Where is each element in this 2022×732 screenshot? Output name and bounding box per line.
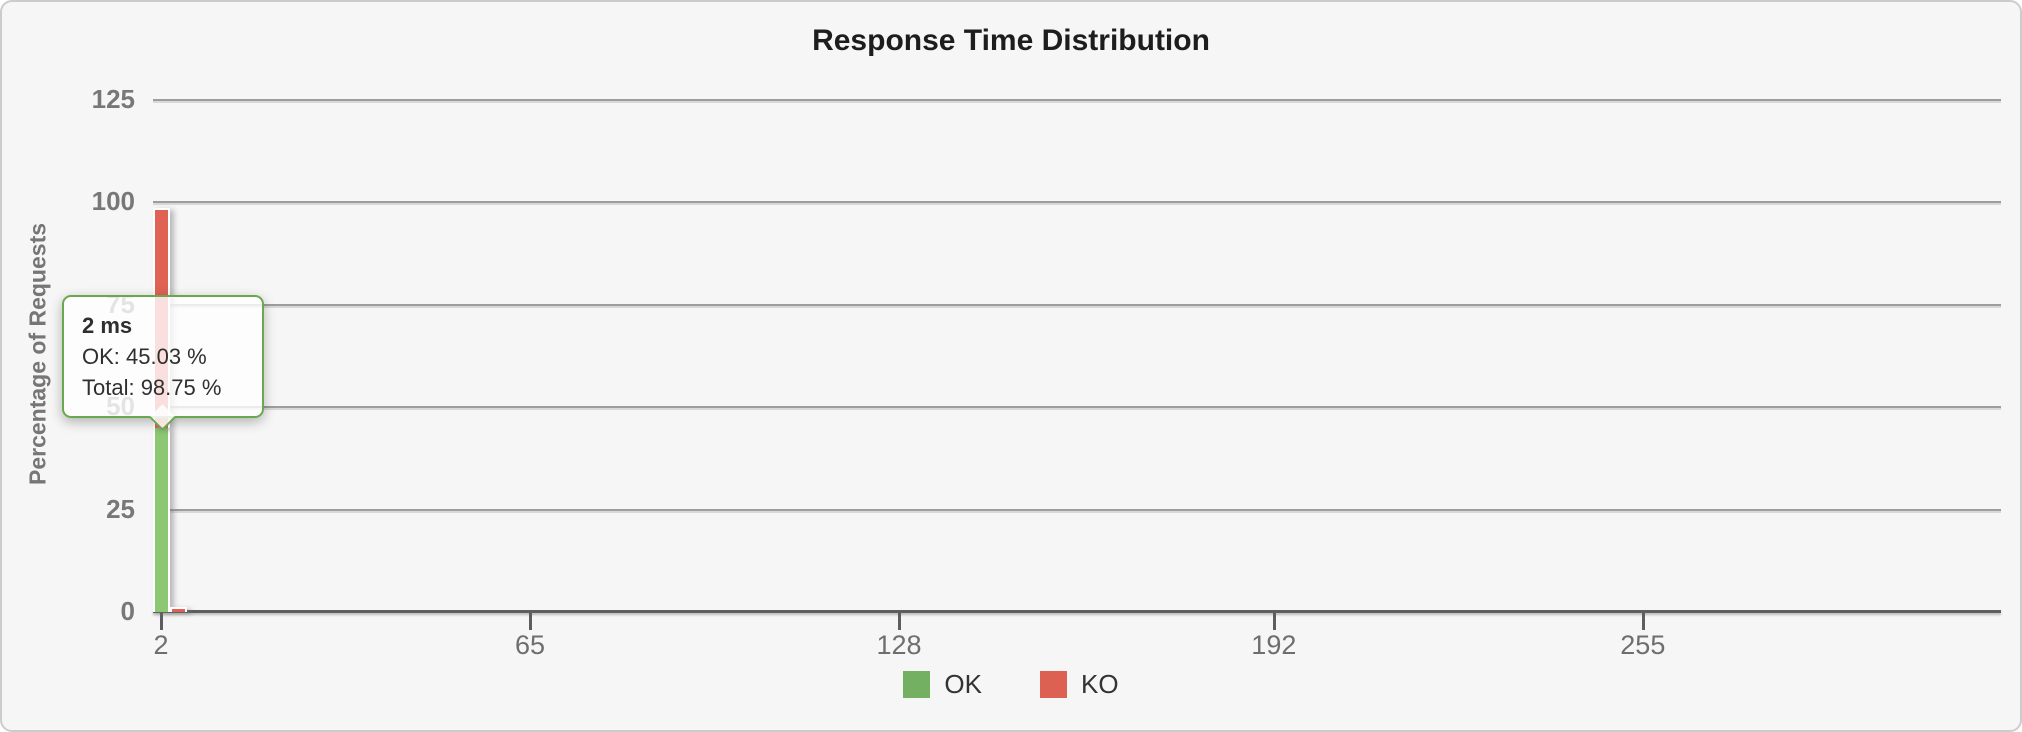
bar-ko-5ms[interactable] — [170, 606, 188, 612]
gridline-50 — [153, 406, 2001, 409]
chart-title: Response Time Distribution — [812, 24, 1210, 57]
ko-swatch-icon — [1040, 671, 1067, 698]
x-tick-mark-2 — [160, 612, 163, 630]
y-tick-label-25: 25 — [106, 493, 135, 524]
x-tick-label-2: 2 — [153, 630, 169, 660]
gridline-125 — [153, 99, 2001, 101]
x-tick-mark-128 — [897, 612, 901, 630]
y-tick-label-125: 125 — [91, 84, 135, 114]
x-tick-mark-255 — [1641, 612, 1645, 630]
legend-label-ok: OK — [944, 669, 982, 699]
x-tick-label-255: 255 — [1620, 630, 1666, 660]
x-tick-mark-65 — [528, 612, 532, 630]
y-tick-label-100: 100 — [91, 186, 135, 217]
tooltip-total-value: Total: 98.75 % — [82, 375, 222, 400]
x-tick-label-65: 65 — [514, 630, 545, 660]
x-tick-mark-192 — [1272, 612, 1276, 630]
legend-item-ko[interactable]: KO — [1040, 669, 1119, 700]
gridline-100 — [153, 201, 2001, 204]
bar-ok-2ms[interactable] — [152, 427, 170, 612]
legend-item-ok[interactable]: OK — [903, 669, 982, 700]
y-axis-title: Percentage of Requests — [24, 222, 51, 486]
tooltip-ok-value: OK: 45.03 % — [82, 344, 207, 369]
y-tick-label-0: 0 — [120, 596, 135, 626]
gridline-25 — [153, 508, 2001, 511]
chart-legend: OK KO — [2, 669, 2020, 700]
legend-label-ko: KO — [1081, 669, 1119, 699]
ok-swatch-icon — [903, 671, 931, 698]
x-axis-line — [153, 610, 2001, 613]
chart-tooltip: 2 ms OK: 45.03 % Total: 98.75 % — [62, 295, 264, 431]
gridline-75 — [153, 303, 2001, 306]
tooltip-x-value: 2 ms — [82, 313, 133, 338]
x-tick-label-128: 128 — [876, 630, 922, 660]
x-tick-label-192: 192 — [1251, 630, 1297, 660]
